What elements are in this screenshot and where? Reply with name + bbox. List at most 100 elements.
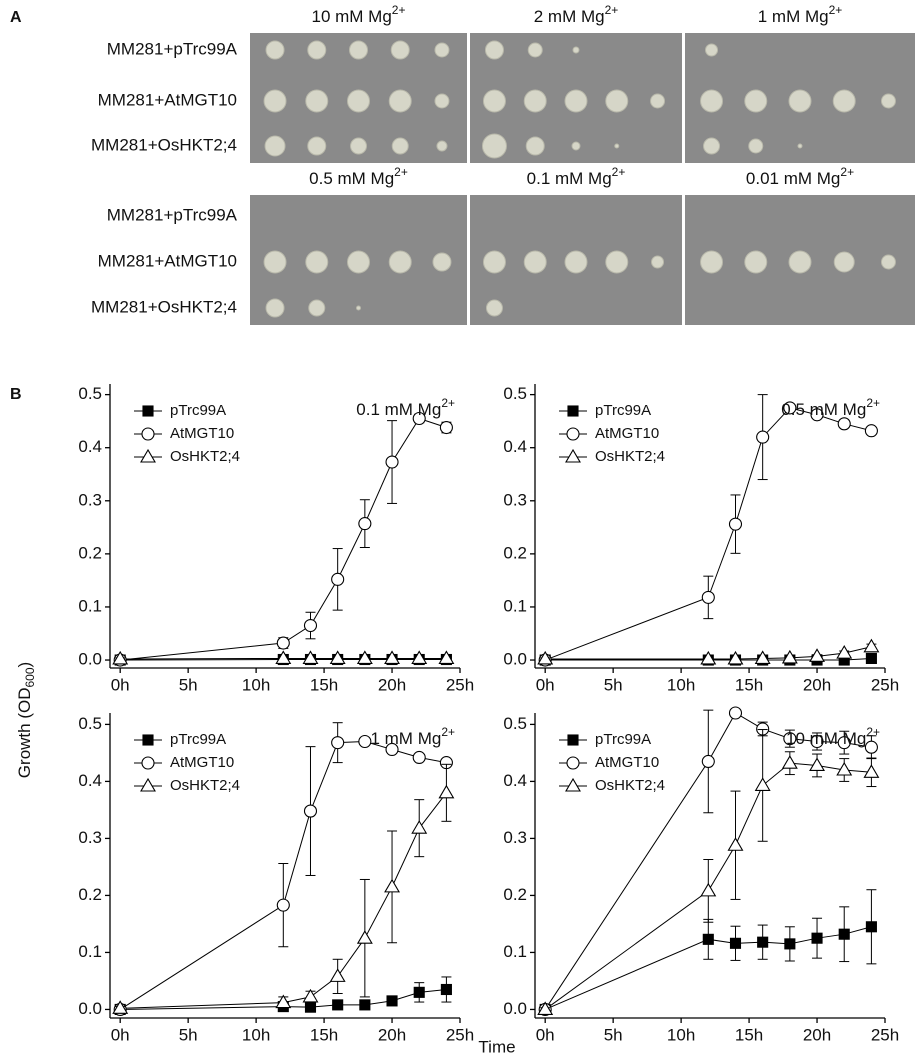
y-tick-label: 0.4 bbox=[503, 771, 527, 790]
y-tick-label: 0.3 bbox=[78, 490, 102, 509]
legend-marker bbox=[142, 405, 154, 417]
colony-spot bbox=[265, 298, 285, 318]
y-tick-label: 0.4 bbox=[78, 437, 102, 456]
y-tick-label: 0.5 bbox=[503, 384, 527, 403]
y-tick-label: 0.1 bbox=[503, 596, 527, 615]
colony-spot bbox=[347, 89, 370, 113]
y-tick-label: 0.5 bbox=[503, 714, 527, 733]
colony-spot bbox=[263, 250, 287, 274]
data-point bbox=[275, 994, 292, 1009]
colony-spot bbox=[391, 137, 409, 155]
title-superscript: 2+ bbox=[612, 165, 626, 179]
legend-label: AtMGT10 bbox=[595, 754, 659, 771]
legend-label: AtMGT10 bbox=[595, 425, 659, 442]
strain-label: MM281+AtMGT10 bbox=[98, 90, 237, 109]
data-point bbox=[356, 930, 373, 944]
colony-spot bbox=[650, 93, 666, 109]
colony-spot bbox=[833, 251, 855, 273]
superscript-title: 10 mM Mg2+ bbox=[786, 725, 880, 748]
data-point bbox=[757, 936, 769, 948]
title-superscript: 2+ bbox=[829, 3, 843, 17]
legend-label: AtMGT10 bbox=[170, 754, 234, 771]
data-point bbox=[331, 736, 345, 750]
data-point bbox=[304, 1001, 317, 1013]
legend-label: OsHKT2;4 bbox=[170, 777, 240, 794]
colony-spot bbox=[744, 250, 768, 274]
colony-spot bbox=[572, 46, 580, 54]
x-tick-label: 0h bbox=[536, 675, 555, 694]
data-point bbox=[112, 1000, 129, 1014]
colony-spot bbox=[700, 89, 724, 113]
data-point bbox=[809, 757, 825, 771]
data-point bbox=[836, 761, 853, 776]
title-text: 10 mM Mg bbox=[312, 7, 392, 26]
title-text: 1 mM Mg bbox=[758, 7, 829, 26]
x-tick-label: 15h bbox=[735, 1025, 763, 1044]
y-tick-label: 0.0 bbox=[78, 650, 102, 669]
legend-label: AtMGT10 bbox=[170, 425, 234, 442]
data-point bbox=[302, 988, 319, 1003]
title-text: 2 mM Mg bbox=[534, 7, 605, 26]
superscript-title: 1 mM Mg2+ bbox=[370, 725, 455, 748]
legend-marker bbox=[567, 734, 579, 746]
strain-label: MM281+pTrc99A bbox=[107, 39, 238, 58]
data-point bbox=[413, 986, 425, 998]
y-tick-label: 0.3 bbox=[503, 828, 527, 847]
colony-spot bbox=[482, 89, 506, 113]
data-point bbox=[700, 882, 717, 897]
title-superscript: 2+ bbox=[441, 396, 455, 410]
data-point bbox=[701, 754, 715, 769]
data-point bbox=[412, 750, 426, 765]
x-tick-label: 15h bbox=[310, 1025, 338, 1044]
data-point bbox=[275, 650, 292, 664]
data-point bbox=[358, 734, 372, 749]
data-point bbox=[810, 408, 824, 422]
colony-spot bbox=[564, 89, 588, 113]
superscript-title: 0.1 mM Mg2+ bbox=[356, 396, 455, 419]
title-superscript: 2+ bbox=[866, 725, 880, 739]
colony-spot bbox=[432, 252, 452, 272]
data-point bbox=[863, 764, 880, 778]
x-tick-label: 5h bbox=[604, 675, 623, 694]
x-tick-label: 10h bbox=[242, 1025, 270, 1044]
y-tick-label: 0.2 bbox=[503, 885, 527, 904]
data-point bbox=[702, 933, 714, 945]
y-tick-label: 0.5 bbox=[78, 384, 102, 403]
x-axis-label: Time bbox=[478, 1037, 515, 1056]
colony-spot bbox=[744, 89, 768, 113]
data-point bbox=[864, 740, 878, 754]
colony-spot bbox=[788, 250, 812, 274]
title-superscript: 2+ bbox=[441, 725, 455, 739]
data-point bbox=[332, 999, 344, 1011]
colony-spot bbox=[523, 250, 547, 274]
colony-spot bbox=[481, 133, 507, 159]
x-tick-label: 5h bbox=[179, 675, 198, 694]
y-tick-label: 0.1 bbox=[503, 942, 527, 961]
colony-spot bbox=[525, 136, 545, 156]
colony-spot bbox=[700, 250, 724, 274]
data-point bbox=[781, 755, 798, 769]
data-point bbox=[331, 572, 345, 586]
data-point bbox=[809, 648, 825, 662]
data-point bbox=[728, 517, 743, 531]
strain-label: MM281+OsHKT2;4 bbox=[91, 135, 237, 154]
title-superscript: 2+ bbox=[394, 165, 408, 179]
colony-spot bbox=[434, 93, 450, 109]
data-point bbox=[838, 928, 850, 940]
y-tick-label: 0.1 bbox=[78, 596, 102, 615]
data-point bbox=[329, 968, 346, 982]
superscript-title: 0.01 mM Mg2+ bbox=[746, 165, 854, 188]
colony-spot bbox=[605, 250, 629, 274]
data-point bbox=[756, 430, 770, 444]
legend-marker bbox=[567, 405, 579, 417]
colony-spot bbox=[482, 250, 506, 274]
x-tick-label: 10h bbox=[667, 1025, 695, 1044]
data-point bbox=[440, 983, 452, 996]
legend-marker bbox=[141, 756, 155, 770]
y-label-suffix: ) bbox=[15, 662, 34, 668]
data-point bbox=[783, 732, 797, 746]
title-text: 0.1 mM Mg bbox=[356, 400, 441, 419]
legend-label: pTrc99A bbox=[595, 731, 651, 748]
x-tick-label: 25h bbox=[871, 675, 899, 694]
